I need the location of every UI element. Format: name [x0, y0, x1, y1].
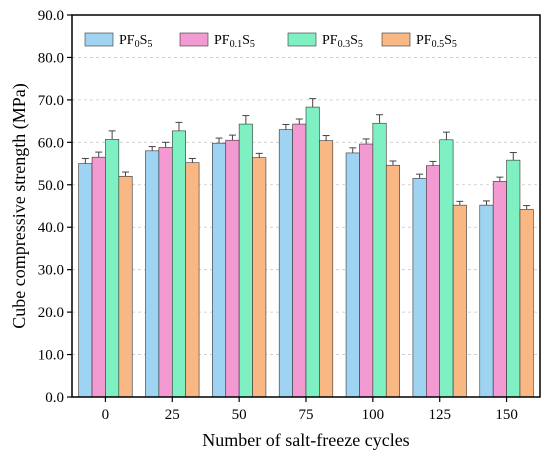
y-axis-ticks: 0.0 10.0 20.0 30.0 40.0 50.0 60.0 70.0 80.0 90.0 [38, 8, 72, 406]
bar [519, 209, 534, 398]
y-tick-label: 20.0 [38, 305, 64, 321]
bar [91, 156, 106, 398]
bar [492, 181, 507, 398]
bar [506, 159, 521, 398]
legend-swatch [381, 32, 411, 47]
y-tick-label: 10.0 [38, 348, 64, 364]
legend-label-subscript: 5 [452, 39, 457, 50]
legend: PF0S5 PF0.1S5 PF0.3S5 PF0.5S5 [84, 32, 457, 50]
bar [426, 165, 441, 398]
bar [319, 140, 334, 398]
x-tick-label: 100 [362, 407, 385, 423]
bar [185, 162, 200, 398]
legend-swatch [84, 32, 114, 47]
bar [439, 139, 454, 398]
bar [359, 143, 374, 398]
y-tick-label: 80.0 [38, 50, 64, 66]
bar [171, 130, 186, 398]
x-tick-label: 50 [232, 407, 247, 423]
x-tick-label: 150 [495, 407, 518, 423]
bar [292, 123, 307, 398]
legend-swatch [179, 32, 209, 47]
legend-label-text: S [140, 33, 148, 48]
bar [238, 123, 253, 398]
bar [345, 152, 360, 398]
legend-label: PF0.5S5 [416, 33, 457, 50]
bar [278, 129, 293, 398]
y-tick-label: 30.0 [38, 263, 64, 279]
x-tick-label: 125 [428, 407, 451, 423]
x-axis-ticks: 0 25 50 75 100 125 150 [102, 397, 518, 423]
y-axis-title: Cube compressive strength (MPa) [9, 83, 30, 328]
legend-label-subscript: 0.3 [338, 39, 351, 50]
legend-label-text: PF [322, 33, 338, 48]
legend-label-subscript: 0.1 [230, 39, 243, 50]
legend-swatch [287, 32, 317, 47]
y-tick-label: 50.0 [38, 178, 64, 194]
bar [158, 147, 173, 398]
x-tick-label: 75 [299, 407, 314, 423]
legend-label-text: PF [416, 33, 432, 48]
bar [252, 157, 267, 398]
bar [452, 204, 467, 398]
legend-label-subscript: 0.5 [432, 39, 445, 50]
legend-label-subscript: 5 [250, 39, 255, 50]
y-tick-label: 70.0 [38, 93, 64, 109]
bars [78, 106, 534, 398]
bar [105, 139, 120, 398]
y-tick-label: 0.0 [45, 390, 64, 406]
bar [212, 142, 227, 398]
bar [145, 150, 160, 398]
legend-label: PF0.1S5 [214, 33, 255, 50]
legend-label-text: S [444, 33, 452, 48]
legend-label-text: S [350, 33, 358, 48]
legend-label: PF0.3S5 [322, 33, 363, 50]
x-tick-label: 25 [165, 407, 180, 423]
y-tick-label: 40.0 [38, 220, 64, 236]
bar [385, 164, 400, 398]
legend-label-text: S [242, 33, 250, 48]
x-axis-title: Number of salt-freeze cycles [202, 430, 409, 450]
legend-label: PF0S5 [119, 33, 152, 50]
legend-label-subscript: 5 [147, 39, 152, 50]
y-tick-label: 60.0 [38, 135, 64, 151]
bar [118, 175, 133, 398]
bar [78, 163, 93, 398]
x-tick-label: 0 [102, 407, 110, 423]
bar [479, 204, 494, 398]
legend-label-text: PF [119, 33, 135, 48]
legend-label-subscript: 0 [135, 39, 140, 50]
bar [412, 178, 427, 398]
bar [372, 122, 387, 398]
legend-label-text: PF [214, 33, 230, 48]
error-bars [81, 98, 531, 210]
bar [225, 139, 240, 398]
y-tick-label: 90.0 [38, 8, 64, 24]
legend-label-subscript: 5 [358, 39, 363, 50]
bar [305, 106, 320, 398]
